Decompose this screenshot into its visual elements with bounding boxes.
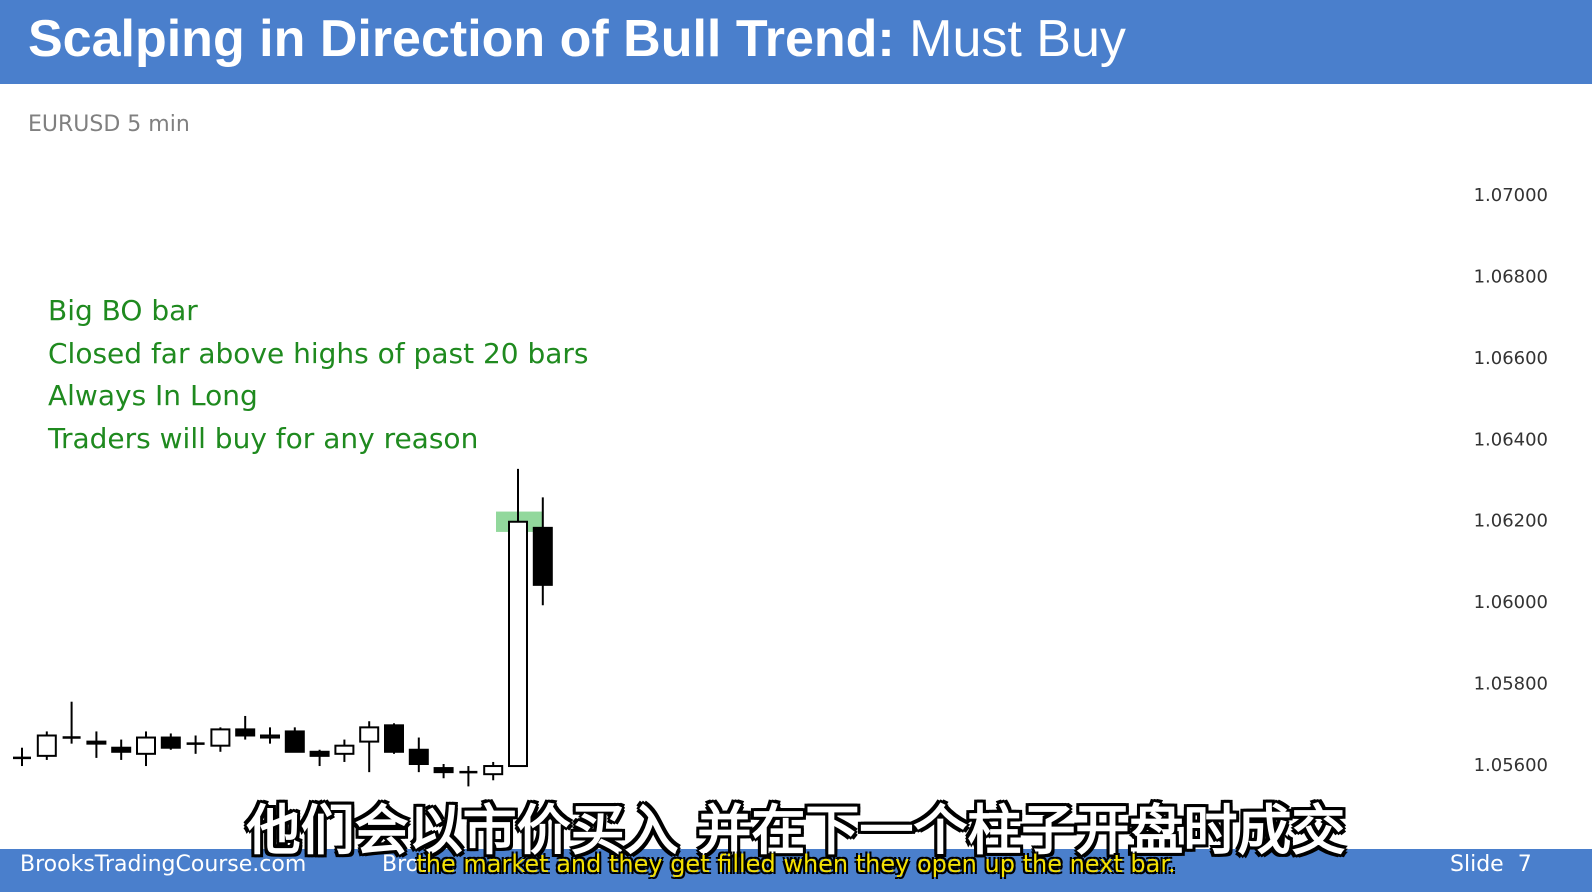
y-tick-label: 1.05800	[1474, 674, 1548, 695]
footer-site: BrooksTradingCourse.com	[20, 852, 307, 877]
slide-title-light: Must Buy	[909, 10, 1126, 68]
candle-bear	[408, 748, 429, 765]
candle-bear	[160, 736, 181, 749]
slide-title-bold: Scalping in Direction of Bull Trend:	[28, 10, 895, 68]
candle-bear	[532, 526, 553, 586]
y-tick-label: 1.06800	[1474, 266, 1548, 287]
candle-bull	[334, 744, 355, 755]
candle-bull	[260, 734, 280, 739]
candle-bear	[235, 728, 256, 737]
y-tick-label: 1.06400	[1474, 429, 1548, 450]
candlestick-chart: 1.07000 1.06800 1.06600 1.06400 1.06200 1.060…	[13, 185, 1548, 787]
subtitle-chinese: 他们会以市价买入 并在下一个柱子开盘时成交	[246, 799, 1346, 862]
note-line: Traders will buy for any reason	[48, 421, 479, 455]
candle-bull	[359, 726, 380, 743]
candle-bull	[136, 736, 156, 755]
footer-bar	[0, 849, 1592, 892]
note-line: Closed far above highs of past 20 bars	[48, 336, 589, 370]
slide-label: Slide	[1450, 852, 1504, 877]
candle-bear	[433, 767, 454, 774]
y-tick-label: 1.07000	[1474, 185, 1548, 206]
candle-bear	[111, 746, 132, 753]
candle-bear	[284, 730, 305, 753]
candle-bull	[483, 765, 504, 776]
slide-title: Scalping in Direction of Bull Trend: Mus…	[28, 8, 1126, 70]
chart-subtitle: EURUSD 5 min	[28, 112, 190, 137]
candle-bull	[210, 728, 231, 747]
note-line: Big BO bar	[48, 294, 198, 327]
note-line: Always In Long	[48, 379, 258, 412]
candle-bear	[86, 740, 107, 745]
y-tick-label: 1.06000	[1474, 592, 1548, 613]
subtitle-english: the market and they get filled when they…	[416, 850, 1176, 878]
chart-notes: Big BO bar Closed far above highs of pas…	[48, 290, 589, 460]
candle-bull	[36, 734, 57, 757]
title-bar	[0, 0, 1592, 84]
candle-bull	[508, 520, 528, 768]
slide-number-value: 7	[1517, 852, 1532, 877]
slide-number: Slide 7	[1450, 852, 1532, 877]
candle-bear	[384, 724, 404, 753]
y-tick-label: 1.05600	[1474, 755, 1548, 776]
y-tick-label: 1.06600	[1474, 348, 1548, 369]
y-tick-label: 1.06200	[1474, 511, 1548, 532]
footer-mid-text: Broo	[382, 852, 433, 877]
candle-bear	[309, 750, 330, 757]
